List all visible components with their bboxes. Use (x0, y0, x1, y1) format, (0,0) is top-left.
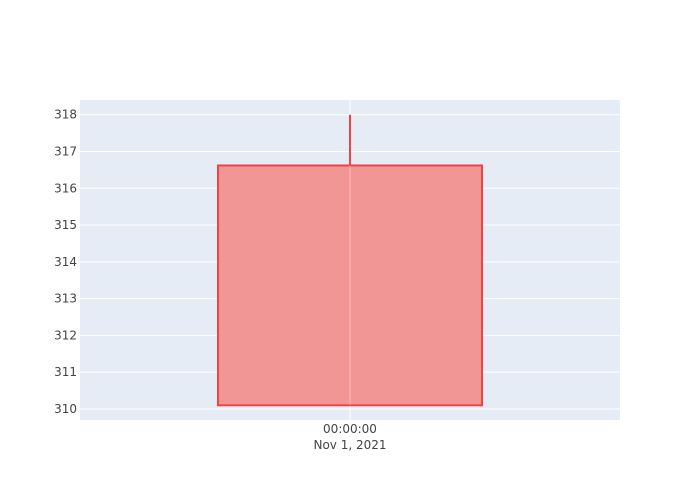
y-tick-label: 316 (54, 181, 77, 195)
y-tick-label: 310 (54, 402, 77, 416)
candles (217, 114, 483, 407)
x-tick-label-time: 00:00:00 (323, 422, 377, 436)
x-axis: 00:00:00 Nov 1, 2021 (313, 422, 386, 452)
candle-body (217, 164, 483, 407)
y-tick-label: 315 (54, 218, 77, 232)
y-tick-label: 312 (54, 328, 77, 342)
candle (217, 114, 483, 407)
y-tick-label: 318 (54, 108, 77, 122)
x-tick-label-date: Nov 1, 2021 (313, 438, 386, 452)
y-axis: 310 311 312 313 314 315 316 317 318 (54, 108, 77, 416)
y-tick-label: 314 (54, 255, 77, 269)
y-tick-label: 311 (54, 365, 77, 379)
y-tick-label: 317 (54, 144, 77, 158)
y-tick-label: 313 (54, 292, 77, 306)
